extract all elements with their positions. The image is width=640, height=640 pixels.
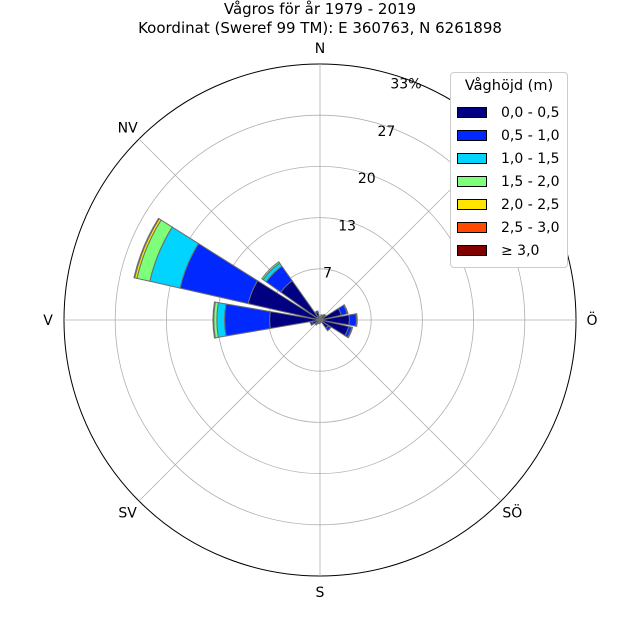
rose-bar-segment — [342, 304, 349, 315]
legend: Våghöjd (m) 0,0 - 0,5 0,5 - 1,0 1,0 - 1,… — [450, 72, 568, 268]
legend-item: 0,5 - 1,0 — [457, 127, 565, 145]
direction-label: N — [315, 41, 325, 57]
legend-swatch — [457, 245, 487, 256]
radial-tick-label: 7 — [323, 266, 332, 282]
legend-item: 1,5 - 2,0 — [457, 173, 565, 191]
direction-label: V — [43, 313, 53, 329]
radial-tick-label: 13 — [338, 218, 356, 234]
legend-title: Våghöjd (m) — [464, 78, 554, 94]
legend-item: 2,0 - 2,5 — [457, 196, 565, 214]
legend-swatch — [457, 222, 487, 233]
radial-tick-label: 27 — [377, 124, 395, 140]
legend-swatch — [457, 153, 487, 164]
legend-label: 0,5 - 1,0 — [501, 128, 560, 144]
legend-label: 2,5 - 3,0 — [501, 220, 560, 236]
rose-bar-segment — [216, 302, 227, 338]
radial-tick-label: 20 — [358, 171, 376, 187]
direction-label: S — [316, 585, 325, 601]
legend-swatch — [457, 199, 487, 210]
legend-swatch — [457, 130, 487, 141]
legend-label: ≥ 3,0 — [501, 243, 540, 259]
legend-label: 2,0 - 2,5 — [501, 197, 560, 213]
rose-bar-segment — [261, 261, 281, 281]
legend-item: 2,5 - 3,0 — [457, 219, 565, 237]
rose-bar-segment — [212, 301, 216, 339]
rose-bar-segment — [348, 313, 357, 327]
legend-item: ≥ 3,0 — [457, 242, 565, 260]
legend-item: 0,0 - 0,5 — [457, 104, 565, 122]
legend-label: 1,0 - 1,5 — [501, 151, 560, 167]
direction-label: Ö — [586, 311, 597, 329]
legend-swatch — [457, 176, 487, 187]
legend-label: 0,0 - 0,5 — [501, 105, 560, 121]
direction-label: NV — [118, 121, 138, 137]
rose-bar-segment — [314, 310, 319, 315]
direction-label: SV — [118, 505, 137, 521]
direction-label: SÖ — [502, 503, 522, 521]
rose-bar-segment — [325, 325, 332, 332]
grid-spoke — [319, 319, 502, 502]
rose-bar-segment — [346, 326, 354, 339]
radial-tick-label: 33% — [390, 76, 421, 92]
legend-swatch — [457, 107, 487, 118]
rose-bar-segment — [355, 313, 358, 327]
legend-label: 1,5 - 2,0 — [501, 174, 560, 190]
legend-item: 1,0 - 1,5 — [457, 150, 565, 168]
rose-bar-segment — [309, 321, 315, 327]
grid-spoke — [138, 319, 321, 502]
chart-subtitle: Koordinat (Sweref 99 TM): E 360763, N 62… — [138, 19, 502, 37]
chart-title: Vågros för år 1979 - 2019 — [223, 0, 417, 18]
rose-bar-segment — [224, 303, 271, 337]
rose-bar-segment — [133, 217, 160, 279]
